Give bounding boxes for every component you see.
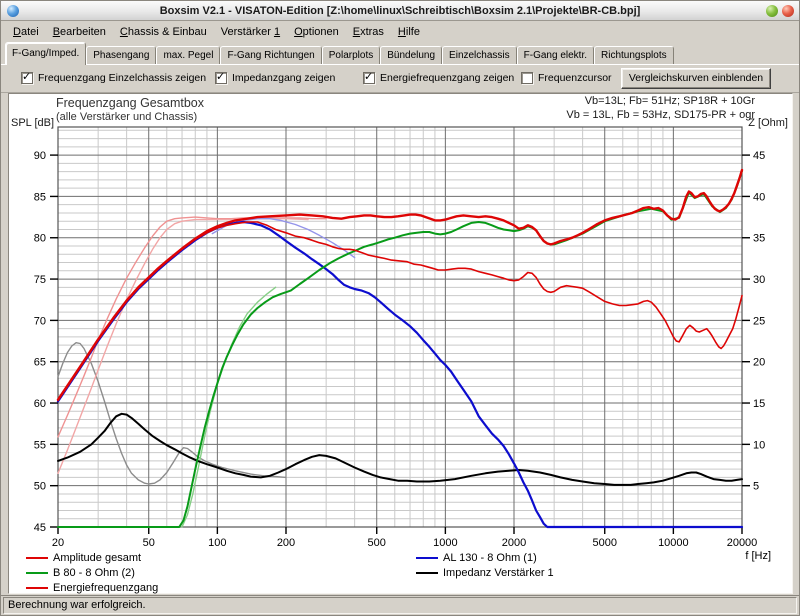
menu-item-hilfe[interactable]: Hilfe xyxy=(397,26,420,38)
status-text: Berechnung war erfolgreich. xyxy=(8,599,146,611)
checkbox-checked-icon[interactable]: ✓ xyxy=(21,71,33,84)
checkbox-label: Frequenzgang Einzelchassis zeigen xyxy=(38,72,207,84)
legend-item-impedanz-verst-rker-1: Impedanz Verstärker 1 xyxy=(416,565,554,580)
y-axis-label-right: Z [Ohm] xyxy=(748,117,788,129)
legend-label: AL 130 - 8 Ohm (1) xyxy=(443,551,537,564)
status-bar: Berechnung war erfolgreich. xyxy=(3,597,797,614)
legend-line-icon xyxy=(26,586,48,589)
checkbox-label: Impedanzgang zeigen xyxy=(232,72,336,84)
window-title: Boxsim V2.1 - VISATON-Edition [Z:\home\l… xyxy=(159,4,641,17)
menu-item-datei[interactable]: Datei xyxy=(13,26,39,38)
tab-baseline xyxy=(1,64,799,65)
chart-panel xyxy=(8,93,793,594)
menu-item-bearbeiten[interactable]: Bearbeiten xyxy=(52,26,106,38)
legend-item-b-80-8-ohm-2: B 80 - 8 Ohm (2) xyxy=(26,565,158,580)
tab-max-pegel[interactable]: max. Pegel xyxy=(156,46,221,65)
legend-item-al-130-8-ohm-1: AL 130 - 8 Ohm (1) xyxy=(416,550,554,565)
checkbox-label: Energiefrequenzgang zeigen xyxy=(380,72,515,84)
legend-line-icon xyxy=(416,556,438,559)
legend-line-icon xyxy=(26,571,48,574)
close-button-icon[interactable] xyxy=(782,5,794,17)
tab-f-gang-elektr[interactable]: F-Gang elektr. xyxy=(516,46,594,65)
tab-f-gang-richtungen[interactable]: F-Gang Richtungen xyxy=(220,46,322,65)
legend-label: Energiefrequenzgang xyxy=(53,581,159,594)
legend-label: Amplitude gesamt xyxy=(53,551,142,564)
title-bar[interactable]: Boxsim V2.1 - VISATON-Edition [Z:\home\l… xyxy=(1,1,799,21)
legend-line-icon xyxy=(416,571,438,574)
checkbox-checked-icon[interactable]: ✓ xyxy=(215,71,227,84)
box-info-line-2: Vb = 13L, Fb = 53Hz, SD175-PR + ogr xyxy=(566,109,755,121)
tab-f-gang-imped[interactable]: F-Gang/Imped. xyxy=(5,42,87,65)
legend-item-amplitude-gesamt: Amplitude gesamt xyxy=(26,550,158,565)
minimize-button-icon[interactable] xyxy=(766,5,778,17)
menu-item-optionen[interactable]: Optionen xyxy=(294,26,339,38)
legend-column-1: Amplitude gesamt B 80 - 8 Ohm (2) Energief… xyxy=(26,550,158,595)
tab-einzelchassis[interactable]: Einzelchassis xyxy=(442,46,517,65)
checkbox-label: Frequenzcursor xyxy=(538,72,612,84)
app-icon[interactable] xyxy=(7,5,19,17)
box-info-line-1: Vb=13L; Fb= 51Hz; SP18R + 10Gr xyxy=(584,95,755,107)
tab-bar: F-Gang/Imped. Phasengang max. Pegel F-Gang … xyxy=(1,42,799,65)
view-options-toolbar: Vergleichskurven einblenden ✓ Frequenzgan… xyxy=(1,65,799,93)
checkbox-checked-icon[interactable]: ✓ xyxy=(363,71,375,84)
compare-curves-button[interactable]: Vergleichskurven einblenden xyxy=(621,68,771,89)
legend-label: Impedanz Verstärker 1 xyxy=(443,566,554,579)
tab-b-ndelung[interactable]: Bündelung xyxy=(380,46,443,65)
checkbox-energiefrequenzgang-zeigen[interactable]: ✓ Energiefrequenzgang zeigen xyxy=(363,71,515,84)
tab-richtungsplots[interactable]: Richtungsplots xyxy=(594,46,674,65)
chart-title: Frequenzgang Gesamtbox xyxy=(56,96,205,110)
legend-column-2: AL 130 - 8 Ohm (1) Impedanz Verstärker 1 xyxy=(416,550,554,580)
legend-label: B 80 - 8 Ohm (2) xyxy=(53,566,135,579)
legend-line-icon xyxy=(26,556,48,559)
tab-polarplots[interactable]: Polarplots xyxy=(321,46,381,65)
menu-item-verst-rker-1[interactable]: Verstärker 1 xyxy=(220,26,281,38)
chart-subtitle: (alle Verstärker und Chassis) xyxy=(56,111,198,123)
menu-item-extras[interactable]: Extras xyxy=(352,26,384,38)
menu-item-chassis-einbau[interactable]: Chassis & Einbau xyxy=(119,26,207,38)
menu-bar: Datei Bearbeiten Chassis & Einbau Verstärke… xyxy=(1,22,799,42)
tab-phasengang[interactable]: Phasengang xyxy=(86,46,157,65)
legend-item-energiefrequenzgang: Energiefrequenzgang xyxy=(26,580,158,595)
status-separator xyxy=(1,595,799,596)
checkbox-unchecked-icon[interactable] xyxy=(521,72,533,84)
checkbox-frequenzcursor[interactable]: Frequenzcursor xyxy=(521,72,612,84)
checkbox-impedanzgang-zeigen[interactable]: ✓ Impedanzgang zeigen xyxy=(215,71,336,84)
y-axis-label-left: SPL [dB] xyxy=(11,117,55,129)
checkbox-frequenzgang-einzelchassis-zeigen[interactable]: ✓ Frequenzgang Einzelchassis zeigen xyxy=(21,71,207,84)
